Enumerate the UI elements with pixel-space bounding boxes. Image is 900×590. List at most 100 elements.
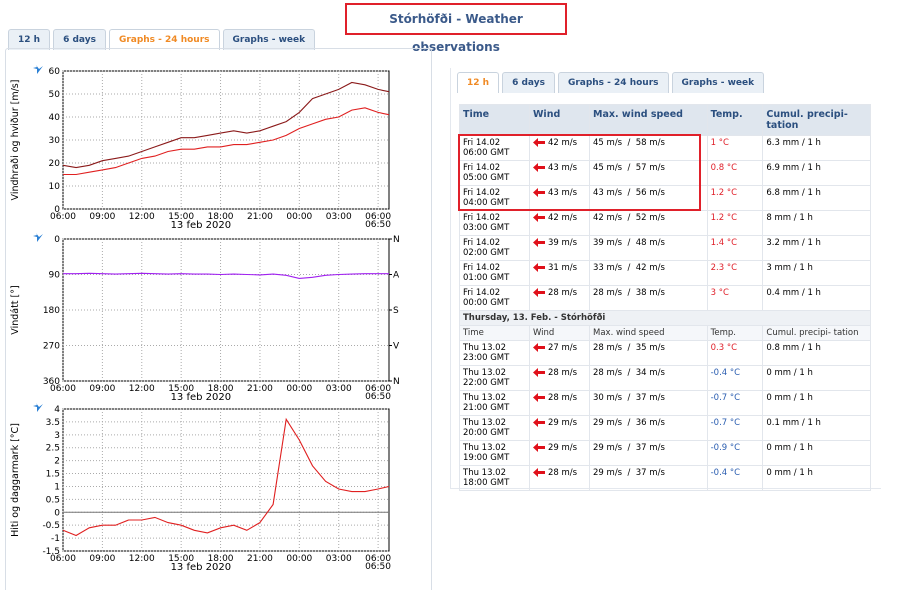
y-axis-label: Hiti og daggarmark [°C] [10,423,21,537]
x-tick-label: 06:00 [50,212,76,222]
tab[interactable]: Graphs - 24 hours [557,72,669,93]
x-tick-label: 00:00 [286,554,312,564]
wind-arrow [532,343,545,352]
precip-cell: 0.8 mm / 1 h [762,340,871,366]
observations-table: Time Wind Max. wind speed Temp. Cumul. preci… [459,104,871,491]
date: Thu 13.02 [463,468,507,478]
arrow-shape [532,418,545,427]
max-wind-cell: 28 m/s / 38 m/s [589,285,708,311]
y-tick-label: 360 [43,377,60,387]
time-cell: Thu 13.02 20:00 GMT [459,415,530,441]
arrow-shape [532,468,545,477]
wind-cell: 29 m/s [528,440,591,466]
x-tick-label: 09:00 [89,384,115,394]
date: Fri 14.02 [463,288,501,298]
max-wind-cell: 28 m/s / 35 m/s [589,340,708,366]
time: 23:00 GMT [463,353,510,363]
arrow-shape [532,238,545,247]
wind-arrow [532,238,545,247]
tab[interactable]: Graphs - 24 hours [108,29,220,50]
y2-tick-label: A [393,271,400,281]
y-tick-label: 0 [54,235,60,245]
wind-arrow [532,443,545,452]
date-label: 13 feb 2020 [171,220,232,231]
y-tick-label: 2.5 [46,444,60,454]
date: Fri 14.02 [463,163,501,173]
arrow-shape [532,368,545,377]
time-cell: Thu 13.02 23:00 GMT [459,340,530,366]
wind-arrow [532,468,545,477]
precip-cell: 6.8 mm / 1 h [762,185,871,211]
y2-tick-label: N [393,235,400,245]
y-tick-label: 40 [49,113,61,123]
time-cell: Thu 13.02 19:00 GMT [459,440,530,466]
time-cell: Thu 13.02 18:00 GMT [459,465,530,491]
y2-tick-label: S [393,306,399,316]
date-label: 13 feb 2020 [171,392,232,403]
precip-cell: 0.1 mm / 1 h [762,415,871,441]
tab[interactable]: 6 days [53,29,106,50]
x-tick-label: 21:00 [247,384,273,394]
tab[interactable]: 12 h [457,72,500,93]
y-tick-label: 30 [49,136,61,146]
y-tick-label: 90 [49,271,61,281]
time: 00:00 GMT [463,298,510,308]
x-end-label: 06:50 [365,220,391,230]
x-tick-label: 06:00 [365,212,391,222]
data-row: Thu 13.02 18:00 GMT 28 m/s 29 m/s / 37 m/s -… [459,465,871,491]
date: Thu 13.02 [463,343,507,353]
time: 22:00 GMT [463,378,510,388]
column-header: Time [459,325,530,341]
y-tick-label: 0.5 [46,495,60,505]
data-row: Fri 14.02 06:00 GMT 42 m/s 45 m/s / 58 m/s 1… [459,135,871,161]
wind-speed: 31 m/s [547,263,578,273]
x-tick-label: 15:00 [168,212,194,222]
graphs-panel: 0 10 20 30 40 50 60 06:00 09:00 12:00 15:00 18:00 21… [5,48,432,590]
precip-cell: 0 mm / 1 h [762,440,871,466]
max-wind-cell: 29 m/s / 37 m/s [589,465,708,491]
x-tick-label: 15:00 [168,384,194,394]
column-header: Wind [528,325,591,341]
max-wind-cell: 43 m/s / 56 m/s [589,185,708,211]
max-wind-cell: 28 m/s / 34 m/s [589,365,708,391]
x-tick-label: 18:00 [208,554,234,564]
column-header: Temp. [706,104,764,136]
data-row: Fri 14.02 02:00 GMT 39 m/s 39 m/s / 48 m/s 1… [459,235,871,261]
date: Fri 14.02 [463,138,501,148]
wind-speed: 43 m/s [547,188,578,198]
x-end-label: 06:50 [365,392,391,402]
wind-speed: 27 m/s [547,343,578,353]
y-tick-label: 1.5 [46,470,60,480]
wind-icon [33,65,44,74]
wind-cell: 43 m/s [528,160,591,186]
time-cell: Fri 14.02 04:00 GMT [459,185,530,211]
wind-cell: 28 m/s [528,390,591,416]
max-wind-cell: 39 m/s / 48 m/s [589,235,708,261]
wind-speed: 29 m/s [547,418,578,428]
x-tick-label: 18:00 [208,384,234,394]
wind-speed: 42 m/s [547,138,578,148]
data-row: Fri 14.02 00:00 GMT 28 m/s 28 m/s / 38 m/s 3… [459,285,871,311]
tab[interactable]: Graphs - week [671,72,765,93]
x-tick-label: 06:00 [365,384,391,394]
time: 19:00 GMT [463,453,510,463]
x-tick-label: 03:00 [326,212,352,222]
tab[interactable]: 6 days [502,72,555,93]
column-header: Cumul. precipi- tation [762,325,871,341]
y-tick-label: 2 [54,457,60,467]
max-wind-cell: 30 m/s / 37 m/s [589,390,708,416]
column-header: Wind [528,104,591,136]
y-tick-label: 3.5 [46,418,60,428]
x-tick-label: 00:00 [286,212,312,222]
column-header: Cumul. precipi-tation [762,104,871,136]
temp-cell: 1.2 °C [706,210,764,236]
precip-cell: 0.4 mm / 1 h [762,285,871,311]
wind-cell: 28 m/s [528,365,591,391]
tab[interactable]: Graphs - week [222,29,316,50]
tab[interactable]: 12 h [8,29,51,50]
time: 06:00 GMT [463,148,510,158]
temp-cell: -0.9 °C [706,440,764,466]
column-header: Max. wind speed [589,325,708,341]
x-tick-label: 12:00 [129,554,155,564]
